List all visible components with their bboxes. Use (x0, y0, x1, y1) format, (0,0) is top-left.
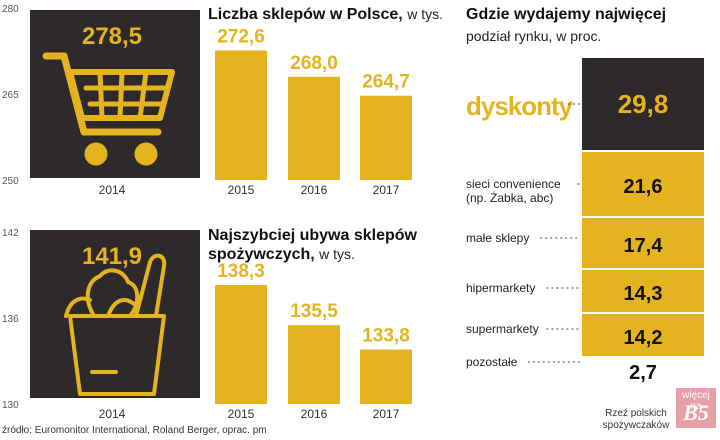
chart3-title: Gdzie wydajemy najwięcej (466, 6, 667, 23)
chart1-value-label: 268,0 (290, 53, 338, 74)
chart2-title: Najszybciej ubywa sklepów spożywczych, w… (208, 226, 418, 264)
chart1-value-label: 272,6 (217, 26, 265, 47)
chart1-bar (288, 76, 340, 180)
badge-page-label: B5 (683, 400, 709, 425)
more-on-b5-badge[interactable]: więcej na B5 (676, 388, 716, 428)
share-value-label: 29,8 (618, 89, 669, 119)
share-category-label: (np. Żabka, abc) (466, 191, 553, 205)
chart1-category-label: 2014 (99, 183, 126, 197)
chart1-category-label: 2017 (373, 183, 400, 197)
chart2-ytick-label: 130 (2, 400, 19, 411)
grocery-bag-icon (64, 253, 167, 396)
share-category-label: supermarkety (466, 322, 539, 336)
share-value-label: 2,7 (629, 362, 657, 384)
share-value-label: 14,3 (624, 283, 663, 305)
share-category-label: małe sklepy (466, 231, 529, 245)
credit-line-2: spożywczaków (602, 420, 670, 431)
chart1-category-label: 2016 (301, 183, 328, 197)
chart2-category-label: 2015 (228, 407, 255, 421)
chart2-ytick-label: 142 (2, 228, 19, 239)
chart1-value-label: 264,7 (362, 72, 410, 93)
chart1-title-text: Liczba sklepów w Polsce, (208, 6, 403, 23)
share-category-label: hipermarkety (466, 281, 535, 295)
share-bar (582, 314, 704, 356)
share-category-label: sieci convenience (466, 177, 561, 191)
chart1-highlight-box (30, 10, 200, 178)
share-bar (582, 152, 704, 216)
share-value-label: 14,2 (624, 327, 663, 349)
chart2-value-label: 141,9 (82, 243, 142, 270)
chart2-bar (360, 349, 412, 404)
chart1-ytick-label: 280 (2, 4, 19, 15)
chart1-ytick-label: 265 (2, 90, 19, 101)
credit-line-1: Rzeź polskich (605, 408, 667, 419)
chart2-category-label: 2014 (99, 407, 126, 421)
chart2-value-label: 133,8 (362, 326, 410, 347)
chart1-subtitle: w tys. (407, 6, 443, 22)
share-category-label: pozostałe (466, 355, 518, 369)
share-value-label: 21,6 (624, 176, 663, 198)
chart1-bar (215, 50, 267, 180)
chart2-category-label: 2017 (373, 407, 400, 421)
share-value-label: 17,4 (624, 235, 664, 257)
source-note: źródło: Euromonitor International, Rolan… (2, 425, 267, 436)
badge-caption: więcej na (682, 390, 710, 412)
chart2-subtitle: w tys. (319, 246, 355, 262)
chart2-category-label: 2016 (301, 407, 328, 421)
share-bar (582, 218, 704, 268)
chart1-value-label: 278,5 (82, 23, 142, 50)
related-article-credit[interactable]: Rzeź polskich spożywczaków (598, 408, 674, 432)
chart2-ytick-label: 136 (2, 314, 19, 325)
chart1-category-label: 2015 (228, 183, 255, 197)
chart2-value-label: 135,5 (290, 301, 338, 322)
share-bar (582, 270, 704, 312)
chart2-bar (288, 325, 340, 404)
chart2-title-text: Najszybciej ubywa sklepów spożywczych, (208, 227, 417, 263)
chart1-ytick-label: 250 (2, 176, 19, 187)
shopping-cart-icon (42, 52, 175, 166)
share-bar (582, 58, 704, 150)
chart1-title: Liczba sklepów w Polsce, w tys. (208, 6, 443, 24)
chart3-subtitle: podział rynku, w proc. (466, 28, 602, 44)
chart2-bar (215, 285, 267, 404)
share-category-label: dyskonty (466, 91, 574, 121)
chart1-bar (360, 95, 412, 180)
chart2-value-label: 138,3 (217, 261, 265, 282)
